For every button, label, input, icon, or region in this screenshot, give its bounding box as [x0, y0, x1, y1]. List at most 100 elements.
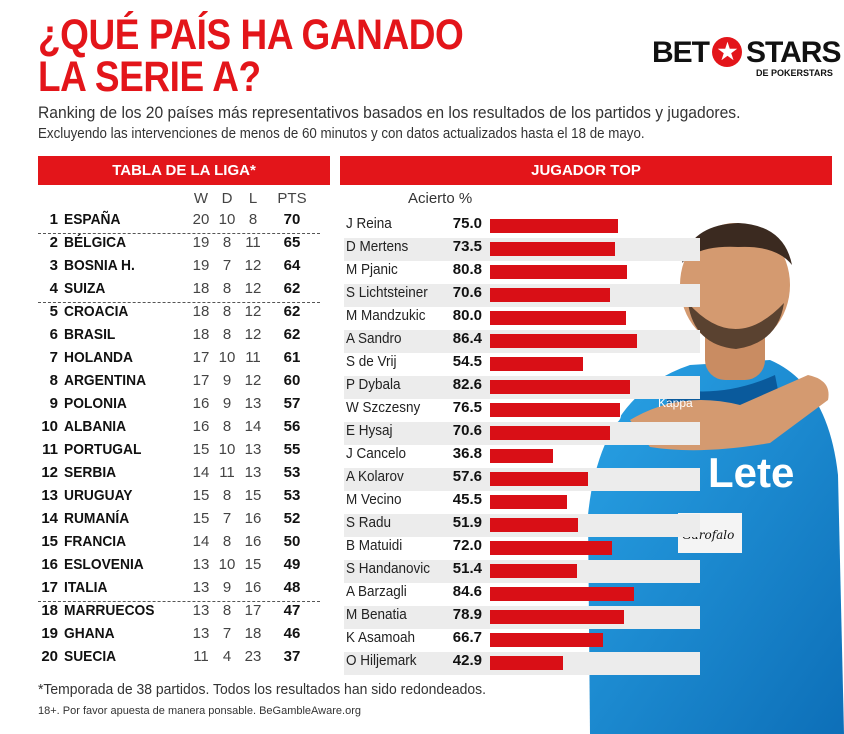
league-points: 64 [283, 257, 301, 274]
league-country: ALBANIA [64, 418, 127, 435]
footnote: *Temporada de 38 partidos. Todos los res… [38, 681, 486, 698]
league-wins: 19 [192, 257, 210, 274]
league-rank: 10 [41, 418, 58, 435]
player-accuracy-label: 75.0 [452, 215, 482, 232]
page-title: ¿QUÉ PAÍS HA GANADO LA SERIE A? [38, 14, 464, 101]
player-name: A Sandro [346, 330, 402, 347]
league-points: 62 [283, 303, 301, 320]
player-accuracy-bar [490, 518, 579, 532]
league-wins: 13 [192, 556, 210, 573]
league-points: 61 [283, 349, 301, 366]
league-country: ESPAÑA [64, 211, 121, 228]
league-country: CROACIA [64, 303, 129, 320]
league-points: 57 [283, 395, 301, 412]
player-accuracy-label: 51.9 [452, 514, 482, 531]
player-row: E Hysaj 70.6 [344, 422, 700, 445]
shirt-sponsor-text: Lete [708, 449, 794, 496]
player-accuracy-label: 72.0 [452, 537, 482, 554]
league-losses: 8 [248, 211, 258, 228]
league-points: 55 [283, 441, 301, 458]
league-draws: 10 [218, 211, 236, 228]
player-name: D Mertens [346, 238, 409, 255]
player-accuracy-bar [490, 357, 583, 371]
player-row: K Asamoah 66.7 [344, 629, 700, 652]
player-row: M Mandzukic 80.0 [344, 307, 700, 330]
league-rank: 7 [49, 349, 58, 366]
league-points: 37 [283, 648, 301, 665]
league-losses: 14 [244, 418, 262, 435]
league-row: 7 HOLANDA 17 10 11 61 [38, 349, 320, 372]
league-row: 17 ITALIA 13 9 16 48 [38, 579, 320, 602]
player-accuracy-label: 84.6 [452, 583, 482, 600]
league-wins: 16 [192, 418, 210, 435]
league-losses: 12 [244, 303, 262, 320]
league-rank: 5 [49, 303, 58, 320]
league-wins: 13 [192, 625, 210, 642]
player-row: J Cancelo 36.8 [344, 445, 700, 468]
league-draws: 7 [222, 510, 232, 527]
league-points: 53 [283, 464, 301, 481]
player-accuracy-label: 42.9 [452, 652, 482, 669]
league-draws: 8 [222, 234, 232, 251]
league-wins: 13 [192, 579, 210, 596]
league-country: BRASIL [64, 326, 116, 343]
disclaimer: 18+. Por favor apuesta de manera ponsabl… [38, 705, 361, 717]
player-name: M Benatia [346, 606, 407, 623]
league-row: 5 CROACIA 18 8 12 62 [38, 303, 320, 326]
league-rank: 20 [41, 648, 58, 665]
player-row: D Mertens 73.5 [344, 238, 700, 261]
league-country: URUGUAY [64, 487, 133, 504]
col-head-acierto: Acierto % [408, 190, 473, 207]
player-accuracy-bar [490, 426, 611, 440]
league-country: PORTUGAL [64, 441, 142, 458]
league-losses: 12 [244, 326, 262, 343]
player-name: P Dybala [346, 376, 401, 393]
player-accuracy-bar [490, 380, 631, 394]
player-accuracy-label: 57.6 [452, 468, 482, 485]
league-points: 47 [283, 602, 301, 619]
league-country: BÉLGICA [64, 234, 127, 251]
league-country: ITALIA [64, 579, 108, 596]
league-row: 16 ESLOVENIA 13 10 15 49 [38, 556, 320, 579]
league-country: GHANA [64, 625, 115, 642]
player-row: S Handanovic 51.4 [344, 560, 700, 583]
league-country: MARRUECOS [64, 602, 155, 619]
league-losses: 13 [244, 464, 262, 481]
league-losses: 16 [244, 510, 262, 527]
league-points: 49 [283, 556, 301, 573]
player-name: M Vecino [346, 491, 402, 508]
player-name: S Lichtsteiner [346, 284, 428, 301]
title-line-2: LA SERIE A? [38, 53, 261, 101]
league-losses: 23 [244, 648, 262, 665]
league-wins: 15 [192, 510, 210, 527]
player-accuracy-bar [490, 541, 613, 555]
league-draws: 9 [222, 372, 232, 389]
league-row: 15 FRANCIA 14 8 16 50 [38, 533, 320, 556]
player-name: M Mandzukic [346, 307, 426, 324]
league-rank: 6 [49, 326, 58, 343]
league-wins: 11 [193, 648, 209, 665]
league-wins: 18 [192, 326, 210, 343]
league-draws: 8 [222, 418, 232, 435]
league-rank: 8 [49, 372, 58, 389]
player-name: S Radu [346, 514, 392, 531]
league-draws: 8 [222, 303, 232, 320]
col-head-pts: PTS [277, 190, 307, 207]
league-rank: 1 [49, 211, 58, 228]
league-points: 60 [283, 372, 301, 389]
league-points: 48 [283, 579, 301, 596]
player-accuracy-bar [490, 219, 618, 233]
league-row: 20 SUECIA 11 4 23 37 [38, 648, 320, 671]
league-row: 18 MARRUECOS 13 8 17 47 [38, 602, 320, 625]
league-draws: 10 [218, 349, 236, 366]
league-wins: 19 [192, 234, 210, 251]
league-losses: 13 [244, 441, 262, 458]
league-points: 70 [283, 211, 301, 228]
player-name: A Kolarov [346, 468, 404, 485]
league-row: 1 ESPAÑA 20 10 8 70 [38, 211, 320, 234]
league-wins: 14 [192, 533, 210, 550]
player-accuracy-bar [490, 311, 626, 325]
subtitle-note: Excluyendo las intervenciones de menos d… [38, 126, 645, 142]
league-losses: 11 [245, 349, 261, 366]
player-row: A Sandro 86.4 [344, 330, 700, 353]
